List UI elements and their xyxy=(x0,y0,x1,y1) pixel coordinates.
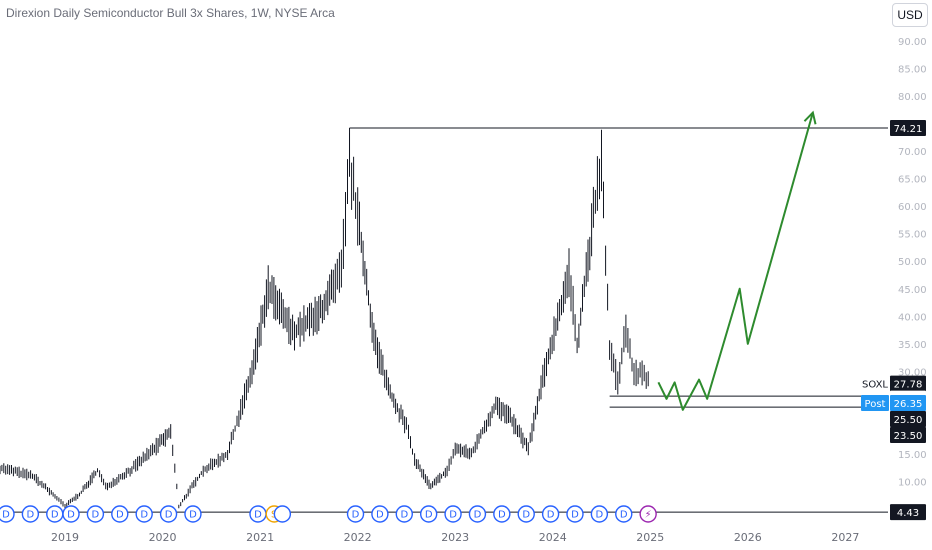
level-price-label-bg xyxy=(890,504,926,521)
dividend-marker[interactable] xyxy=(541,505,560,523)
post-market-price-label-bg xyxy=(890,395,926,411)
event-marker-label: D xyxy=(425,510,433,521)
x-tick-label: 2024 xyxy=(539,531,567,544)
x-tick-label: 2019 xyxy=(51,531,79,544)
y-tick-label: 90.00 xyxy=(898,37,927,48)
x-tick-label: 2025 xyxy=(636,531,664,544)
event-marker-label: D xyxy=(254,510,262,521)
dividend-marker[interactable] xyxy=(371,505,389,523)
level-price-label-bg xyxy=(890,427,926,443)
dividend-marker[interactable] xyxy=(62,505,80,523)
event-marker-label: D xyxy=(571,510,579,521)
event-marker-label: D xyxy=(547,510,555,521)
y-tick-label: 85.00 xyxy=(898,65,927,76)
level-price-label: 23.50 xyxy=(894,431,923,442)
event-marker-label: D xyxy=(51,510,59,521)
event-marker-label: D xyxy=(376,510,384,521)
dividend-marker[interactable] xyxy=(444,505,462,523)
dividend-marker[interactable] xyxy=(21,505,40,523)
dividend-marker[interactable] xyxy=(566,505,584,523)
y-tick-label: 45.00 xyxy=(898,285,927,296)
level-price-label-bg xyxy=(890,119,926,136)
x-tick-label: 2020 xyxy=(149,531,177,544)
event-marker-label: ⚡ xyxy=(645,510,652,521)
earnings-marker[interactable] xyxy=(639,505,657,523)
dividend-marker[interactable] xyxy=(395,505,413,523)
dividend-marker[interactable] xyxy=(86,505,105,523)
event-marker-label: D xyxy=(2,510,10,521)
dividend-marker[interactable] xyxy=(0,505,15,523)
post-market-price-label: 26.35 xyxy=(894,399,923,410)
dividend-marker[interactable] xyxy=(615,505,633,523)
y-tick-label: 40.00 xyxy=(898,312,927,323)
currency-button[interactable]: USD xyxy=(892,3,928,27)
dividend-marker[interactable] xyxy=(273,505,292,523)
event-marker-label: D xyxy=(522,510,530,521)
post-market-tag: Post xyxy=(865,399,886,410)
y-tick-label: 70.00 xyxy=(898,147,927,158)
event-marker-label: D xyxy=(27,510,35,521)
level-price-label-bg xyxy=(890,411,926,427)
dividend-marker[interactable] xyxy=(419,505,438,523)
event-marker-label: D xyxy=(92,510,100,521)
dividend-marker[interactable] xyxy=(159,505,178,523)
post-market-tag-bg xyxy=(861,395,889,411)
y-tick-label: 10.00 xyxy=(898,477,927,488)
projection-arrow-head xyxy=(803,110,817,125)
event-marker-label: D xyxy=(67,510,75,521)
event-marker-label: D xyxy=(449,510,457,521)
dividend-marker[interactable] xyxy=(346,505,365,523)
y-tick-label: 35.00 xyxy=(898,340,927,351)
event-marker-label: D xyxy=(165,510,173,521)
x-tick-label: 2023 xyxy=(441,531,469,544)
level-price-label: 74.21 xyxy=(894,124,923,135)
last-price-label: 27.78 xyxy=(894,380,923,391)
event-marker-label: D xyxy=(620,510,628,521)
dividend-marker[interactable] xyxy=(590,505,609,523)
y-tick-label: 30.00 xyxy=(898,367,927,378)
y-tick-label: 80.00 xyxy=(898,92,927,103)
projection-arrow[interactable] xyxy=(657,112,814,411)
y-tick-label: 60.00 xyxy=(898,202,927,213)
dividend-marker[interactable] xyxy=(493,505,511,523)
event-marker-label: D xyxy=(116,510,124,521)
dividend-marker[interactable] xyxy=(184,505,202,523)
x-tick-label: 2027 xyxy=(831,531,859,544)
x-tick-label: 2026 xyxy=(734,531,762,544)
y-tick-label: 15.00 xyxy=(898,450,927,461)
level-price-label: 25.50 xyxy=(894,415,923,426)
dividend-marker[interactable] xyxy=(517,505,535,523)
event-marker-label: D xyxy=(596,510,604,521)
event-marker-label: D xyxy=(352,510,360,521)
y-tick-label: 55.00 xyxy=(898,230,927,241)
candlestick-series xyxy=(0,129,649,509)
level-price-label: 4.43 xyxy=(897,508,919,519)
symbol-label: SOXL xyxy=(862,380,888,391)
last-price-label-bg xyxy=(890,375,926,392)
dividend-marker[interactable] xyxy=(135,505,153,523)
event-marker-label: D xyxy=(189,510,197,521)
x-tick-label: 2022 xyxy=(344,531,372,544)
y-tick-label: 50.00 xyxy=(898,257,927,268)
y-tick-label: 65.00 xyxy=(898,175,927,186)
chart-title: Direxion Daily Semiconductor Bull 3x Sha… xyxy=(6,6,335,20)
x-tick-label: 2021 xyxy=(246,531,274,544)
event-marker-label: D xyxy=(140,510,148,521)
symbol-label-bg xyxy=(861,375,889,392)
dividend-marker[interactable] xyxy=(111,505,129,523)
event-marker-label: D xyxy=(498,510,506,521)
event-marker-label: D xyxy=(400,510,408,521)
event-marker-label: D xyxy=(474,510,482,521)
dividend-marker[interactable] xyxy=(468,505,487,523)
